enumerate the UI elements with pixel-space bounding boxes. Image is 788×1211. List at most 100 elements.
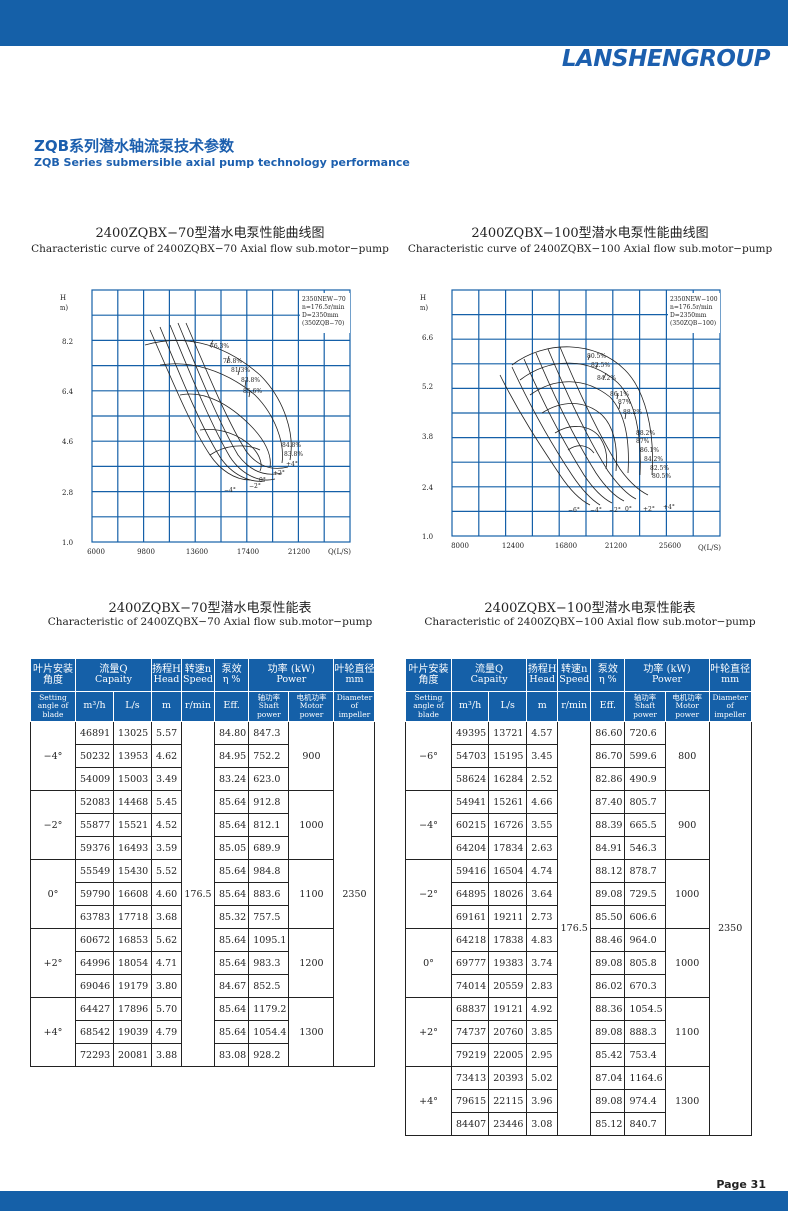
col-diameter-header: 叶轮直径 mm xyxy=(708,658,752,692)
flow-m3h-cell: 54009 xyxy=(75,767,114,791)
efficiency-cell: 85.42 xyxy=(590,1043,626,1067)
motor-power-cell: 900 xyxy=(664,790,710,860)
blade-angle-cell: −4° xyxy=(30,721,76,791)
curve-line xyxy=(554,426,608,470)
col-eff-unit: Eff. xyxy=(590,691,626,722)
curve-line xyxy=(541,403,617,472)
table-title-en: Characteristic of 2400ZQBX−70 Axial flow… xyxy=(47,616,373,628)
col-speed-unit: r/min xyxy=(181,691,215,722)
curve-line xyxy=(199,428,262,472)
col-motor-power-header: 电机功率 Motor power xyxy=(288,691,335,722)
chart-info-text: 2350NEW−70 xyxy=(302,296,346,303)
head-cell: 5.70 xyxy=(151,997,182,1021)
motor-power-cell: 800 xyxy=(664,721,710,791)
flow-m3h-cell: 68837 xyxy=(450,997,490,1021)
head-cell: 3.85 xyxy=(526,1020,559,1044)
flow-ls-cell: 18026 xyxy=(488,882,528,906)
blade-angle-cell: −4° xyxy=(405,790,452,860)
col-speed-header: 转速n Speed xyxy=(557,658,592,692)
y-tick-label: 3.8 xyxy=(422,433,433,441)
col-head-unit: m xyxy=(526,691,559,722)
curve-line xyxy=(535,352,625,502)
col-speed-header: 转速n Speed xyxy=(181,658,215,692)
head-cell: 5.02 xyxy=(526,1066,559,1090)
head-cell: 5.57 xyxy=(151,721,182,745)
flow-ls-cell: 17896 xyxy=(113,997,152,1021)
shaft-power-cell: 689.9 xyxy=(248,836,290,860)
x-tick-label: 21200 xyxy=(288,548,310,556)
motor-power-cell: 1000 xyxy=(664,859,710,929)
shaft-power-cell: 490.9 xyxy=(624,767,666,791)
shaft-power-cell: 623.0 xyxy=(248,767,290,791)
shaft-power-cell: 606.6 xyxy=(624,905,666,929)
efficiency-cell: 85.12 xyxy=(590,1112,626,1136)
table-row: 60215 16726 3.55 88.39 665.5 xyxy=(406,813,752,837)
brand-logo: LANSHENGROUP xyxy=(561,46,771,72)
performance-curve-chart: H (m) Q(L/S) 8.2 6.4 4.6 2.8 1.0 6000 9800 13600 17… xyxy=(60,289,351,556)
flow-ls-cell: 15261 xyxy=(488,790,528,814)
blade-angle-cell: 0° xyxy=(30,859,76,929)
table-row: +2° 60672 16853 5.62 85.64 1095.1 1200 xyxy=(30,928,375,998)
flow-m3h-cell: 74737 xyxy=(450,1020,490,1044)
efficiency-label: 88.2% xyxy=(636,430,655,437)
table-row: 64204 17834 2.63 84.91 546.3 xyxy=(406,836,752,860)
shaft-power-cell: 752.2 xyxy=(248,744,290,768)
flow-ls-cell: 23446 xyxy=(488,1112,528,1136)
flow-ls-cell: 13025 xyxy=(113,721,152,745)
shaft-power-cell: 1179.2 xyxy=(248,997,290,1021)
efficiency-cell: 85.50 xyxy=(590,905,626,929)
flow-ls-cell: 19039 xyxy=(113,1020,152,1044)
y-axis-unit: (m) xyxy=(60,304,68,312)
col-diameter-header: 叶轮直径 mm xyxy=(333,658,376,692)
curve-line xyxy=(511,366,601,506)
efficiency-label: 80.5% xyxy=(587,353,606,360)
efficiency-cell: 85.64 xyxy=(213,928,250,952)
flow-ls-cell: 19121 xyxy=(488,997,528,1021)
efficiency-label: 84.8% xyxy=(282,442,301,449)
curve-line xyxy=(519,362,641,476)
x-tick-label: 12400 xyxy=(502,542,524,550)
flow-m3h-cell: 52083 xyxy=(75,790,114,814)
curve-line xyxy=(567,445,595,454)
y-tick-label: 2.4 xyxy=(422,484,434,492)
motor-power-cell: 1000 xyxy=(664,928,710,998)
shaft-power-cell: 912.8 xyxy=(248,790,290,814)
head-cell: 4.52 xyxy=(151,813,182,837)
table-row: +4° 73413 20393 5.02 87.04 1164.6 1300 xyxy=(405,1066,752,1136)
head-cell: 4.74 xyxy=(526,859,559,883)
shaft-power-cell: 928.2 xyxy=(248,1043,290,1067)
shaft-power-cell: 546.3 xyxy=(624,836,666,860)
table-row: −4° 46891 13025 5.57 176.5 84.80 847.3 900 2350 xyxy=(30,721,376,1067)
table-row: −4° 54941 15261 4.66 87.40 805.7 900 xyxy=(405,790,752,860)
flow-m3h-cell: 79615 xyxy=(450,1089,490,1113)
blade-angle-label: −2° xyxy=(249,483,261,490)
shaft-power-cell: 1054.5 xyxy=(624,997,666,1021)
curve-line xyxy=(244,379,247,388)
efficiency-cell: 82.86 xyxy=(590,767,626,791)
efficiency-cell: 83.24 xyxy=(213,767,250,791)
head-cell: 2.63 xyxy=(526,836,559,860)
motor-power-cell: 1100 xyxy=(288,859,335,929)
head-cell: 5.52 xyxy=(151,859,182,883)
flow-m3h-cell: 79219 xyxy=(450,1043,490,1067)
flow-ls-cell: 16504 xyxy=(488,859,528,883)
x-tick-label: 6000 xyxy=(87,548,105,556)
curve-line xyxy=(547,348,637,500)
shaft-power-cell: 1054.4 xyxy=(248,1020,290,1044)
blade-angle-cell: −2° xyxy=(405,859,452,929)
curve-line xyxy=(159,363,283,464)
blade-angle-label: −4° xyxy=(224,487,236,494)
curve-line xyxy=(624,412,627,420)
col-flow-unit: m³/h xyxy=(450,691,490,722)
table-row: −2° 52083 14468 5.45 85.64 912.8 1000 xyxy=(30,790,375,860)
flow-ls-cell: 17838 xyxy=(488,928,528,952)
col-flow-header: 流量Q Capaity xyxy=(450,658,528,692)
flow-m3h-cell: 59416 xyxy=(450,859,490,883)
flow-ls-cell: 19211 xyxy=(488,905,528,929)
top-banner xyxy=(0,0,788,46)
shaft-power-cell: 805.8 xyxy=(624,951,666,975)
efficiency-cell: 85.64 xyxy=(213,813,250,837)
chart-title-cn: 2400ZQBX−100型潜水电泵性能曲线图 xyxy=(471,226,709,241)
curve-line xyxy=(587,354,591,361)
motor-power-cell: 1000 xyxy=(288,790,335,860)
